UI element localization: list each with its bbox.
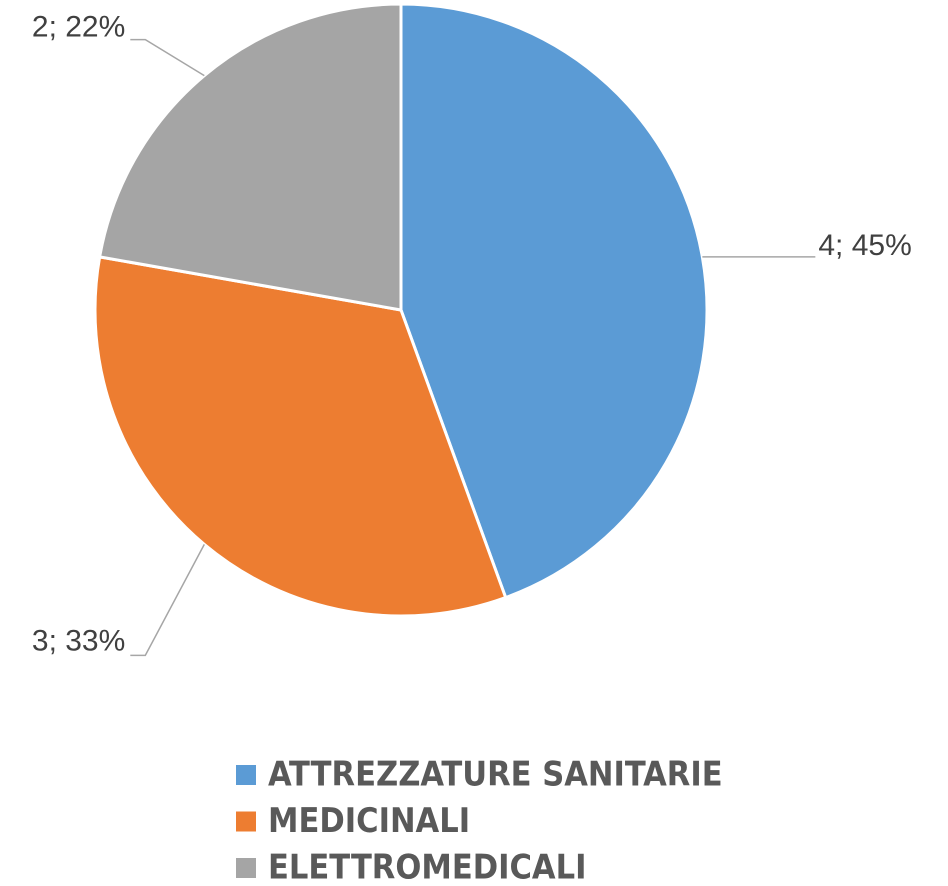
legend-label: ATTREZZATURE SANITARIE <box>268 755 723 795</box>
legend-swatch <box>236 765 256 785</box>
data-label: 2; 22% <box>32 11 125 44</box>
legend-swatch <box>236 858 256 878</box>
pie-slice <box>97 2 403 312</box>
data-label: 4; 45% <box>818 229 911 262</box>
leader-line <box>130 544 205 657</box>
legend-label: MEDICINALI <box>268 801 470 841</box>
leader-line <box>130 38 205 77</box>
pie-slice <box>399 2 709 600</box>
pie-slice <box>93 255 508 618</box>
legend-label: ELETTROMEDICALI <box>268 848 586 886</box>
legend-swatch <box>236 811 256 832</box>
data-label: 3; 33% <box>32 624 125 657</box>
